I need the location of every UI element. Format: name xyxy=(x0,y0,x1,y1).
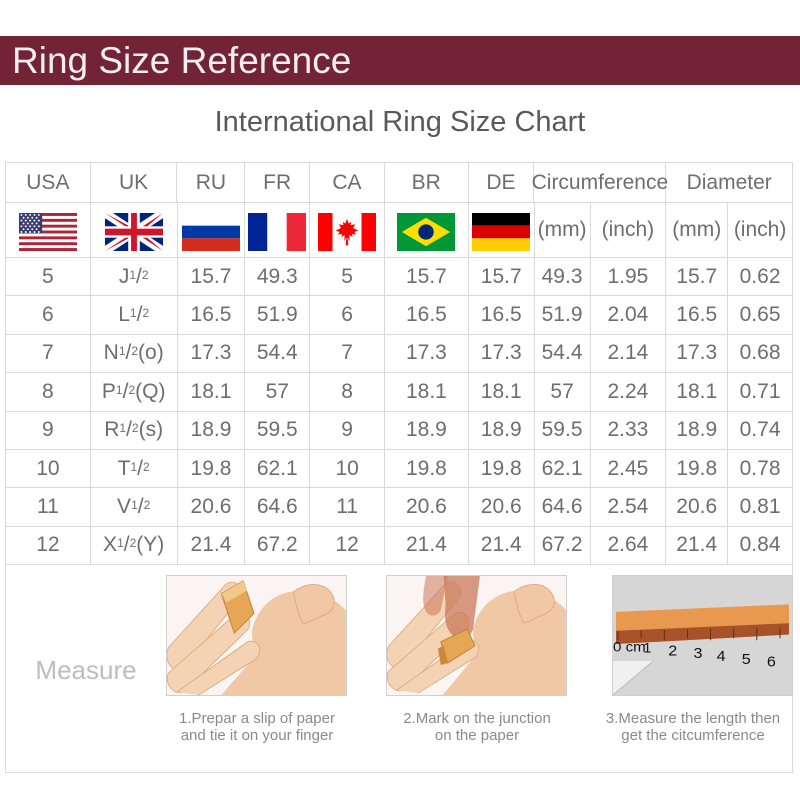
svg-text:2: 2 xyxy=(668,643,677,659)
svg-text:4: 4 xyxy=(717,649,726,665)
svg-text:0 cm: 0 cm xyxy=(613,640,646,655)
svg-text:3: 3 xyxy=(693,646,702,662)
svg-text:6: 6 xyxy=(767,654,776,670)
svg-text:5: 5 xyxy=(742,651,751,667)
svg-text:1: 1 xyxy=(643,641,651,656)
